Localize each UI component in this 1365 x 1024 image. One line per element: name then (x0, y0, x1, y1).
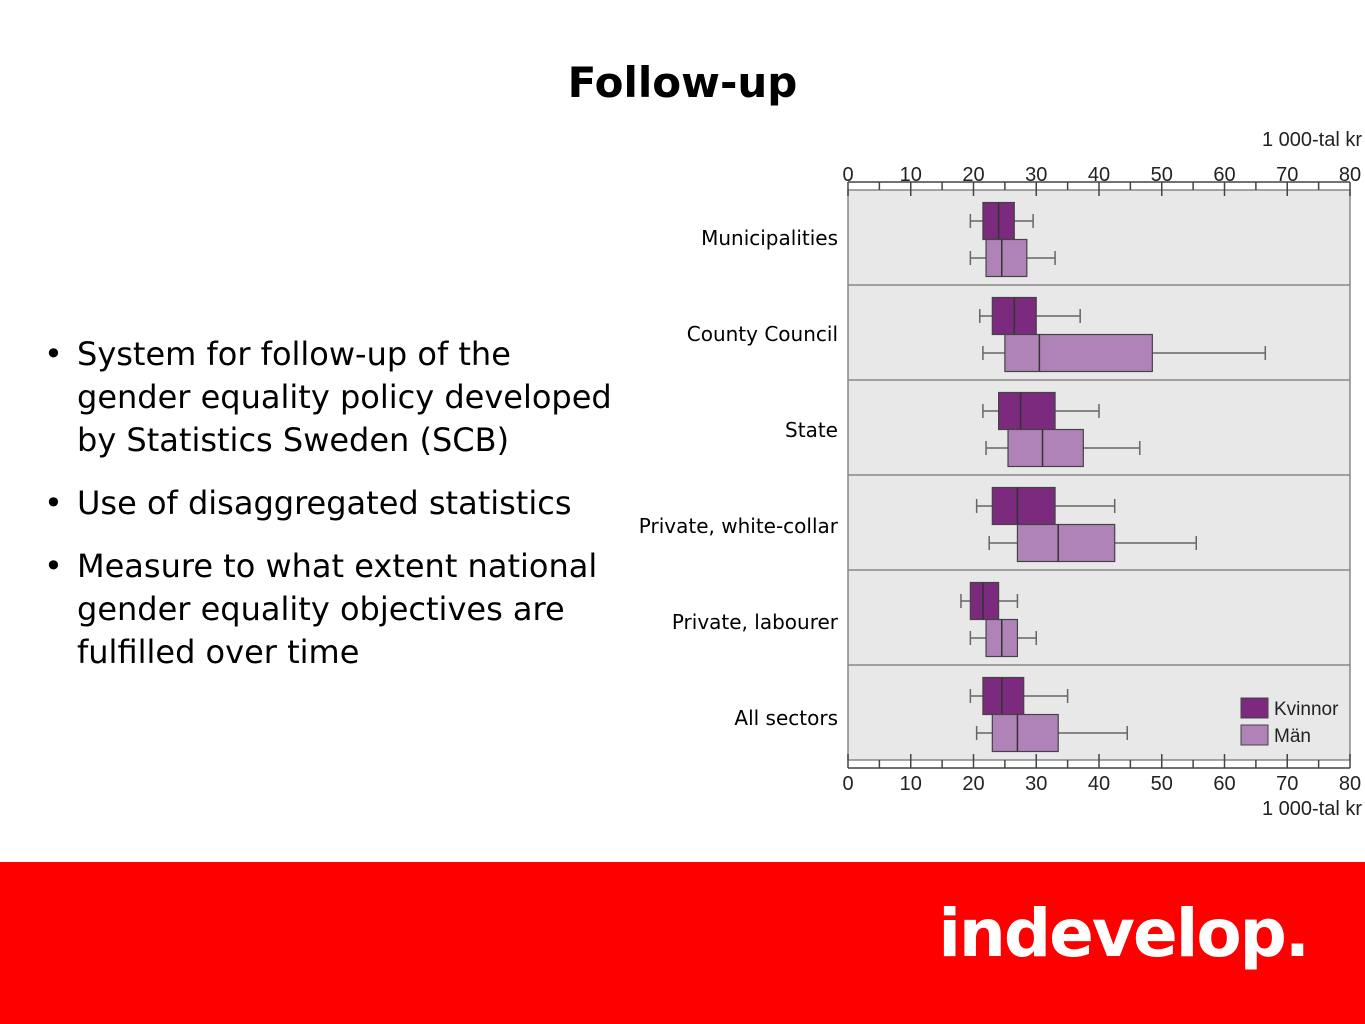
bullet-item: Measure to what extent national gender e… (40, 545, 630, 674)
legend-label-kvinnor: Kvinnor (1274, 699, 1339, 720)
legend-swatch-kvinnor (1240, 697, 1269, 719)
indevelop-logo: indevelop. (938, 895, 1310, 972)
page-title: Follow-up (567, 58, 798, 107)
unit-label-bottom: 1 000-tal kr (1262, 798, 1362, 820)
tick-label: 30 (1025, 164, 1047, 186)
bullet-list: System for follow-up of the gender equal… (40, 333, 630, 694)
salary-boxplot-chart: 0 10 20 30 40 50 60 70 80 1 000-tal kr 0 10 20 30 40 50… (842, 129, 1362, 820)
box-man (1016, 523, 1116, 563)
category-label-private-white-collar: Private, white-collar (638, 514, 838, 538)
legend-label-man: Män (1274, 726, 1311, 747)
tick-label: 30 (1025, 773, 1047, 795)
category-label-private-labourer: Private, labourer (671, 610, 838, 634)
tick-label: 40 (1088, 164, 1110, 186)
category-label-municipalities: Municipalities (701, 226, 838, 250)
box-kvinnor (969, 581, 1000, 621)
box-man (985, 238, 1028, 278)
tick-label: 70 (1276, 164, 1298, 186)
tick-label: 50 (1151, 773, 1173, 795)
category-label-county-council: County Council (686, 322, 838, 346)
bullet-item: Use of disaggregated statistics (40, 482, 630, 525)
tick-label: 60 (1213, 164, 1235, 186)
box-man (1004, 333, 1153, 373)
category-label-state: State (785, 418, 838, 442)
box-kvinnor (982, 676, 1025, 716)
tick-label: 60 (1213, 773, 1235, 795)
footer-bar (0, 862, 1365, 1024)
tick-label: 50 (1151, 164, 1173, 186)
box-man (1007, 428, 1084, 468)
tick-label: 80 (1339, 773, 1361, 795)
bullet-item: System for follow-up of the gender equal… (40, 333, 630, 462)
tick-label: 40 (1088, 773, 1110, 795)
tick-label: 10 (900, 773, 922, 795)
tick-label: 70 (1276, 773, 1298, 795)
box-kvinnor (991, 486, 1056, 526)
unit-label-top: 1 000-tal kr (1262, 129, 1362, 151)
tick-label: 80 (1339, 164, 1361, 186)
tick-label: 10 (900, 164, 922, 186)
box-kvinnor (997, 391, 1056, 431)
tick-label: 20 (962, 164, 984, 186)
legend-swatch-man (1240, 724, 1269, 746)
tick-label: 20 (962, 773, 984, 795)
tick-label: 0 (842, 773, 853, 795)
category-label-all-sectors: All sectors (734, 706, 838, 730)
tick-label: 0 (842, 164, 853, 186)
box-man (991, 713, 1059, 753)
